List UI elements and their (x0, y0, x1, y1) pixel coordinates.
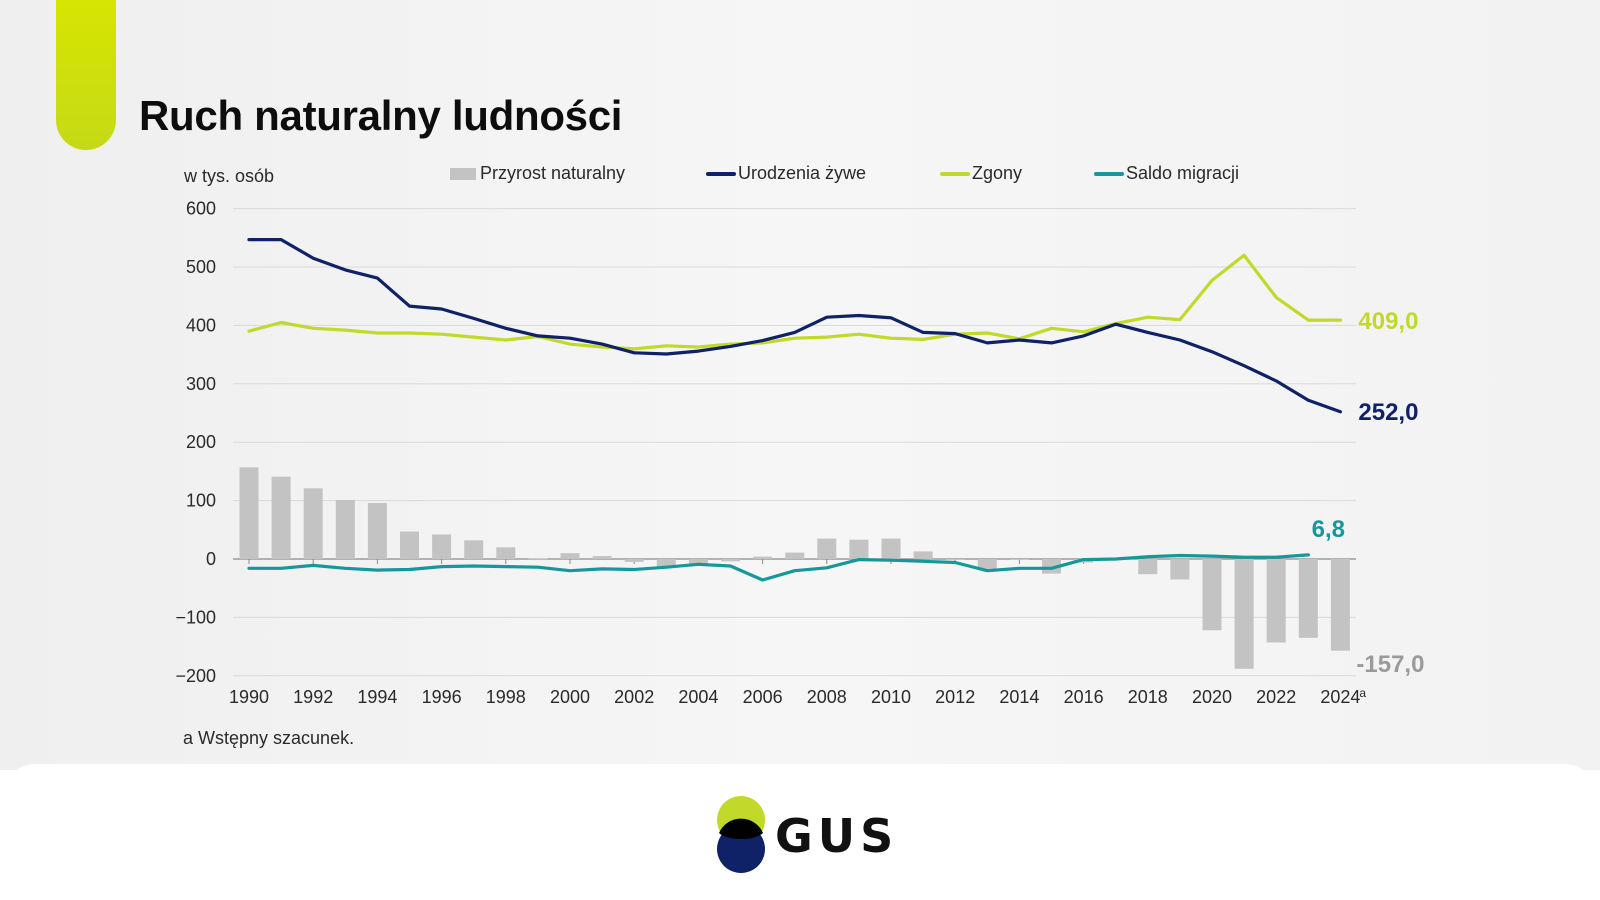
bar (785, 552, 805, 559)
bar (721, 559, 740, 562)
y-tick-label: 200 (186, 432, 216, 452)
x-tick-label: 2006 (743, 687, 783, 707)
y-tick-label: 0 (206, 549, 216, 569)
bar (560, 553, 580, 559)
footnote: a Wstępny szacunek. (183, 728, 355, 748)
bar (1234, 559, 1254, 669)
x-tick-label: 2018 (1128, 687, 1168, 707)
legend-label: Przyrost naturalny (480, 163, 626, 183)
chart: 600 500 400 300 200 100 0 −100 −200 1990 1992 1994 1… (175, 199, 1424, 707)
bar (400, 531, 419, 559)
legend-swatch-line (1094, 171, 1124, 176)
bar (592, 556, 612, 559)
bar (977, 559, 997, 569)
bar (367, 502, 387, 559)
bar (849, 539, 869, 559)
x-tick-label: 1998 (486, 687, 526, 707)
end-label-deaths: 409,0 (1358, 308, 1418, 335)
x-tick-label: 2022 (1256, 687, 1296, 707)
y-tick-label: 100 (186, 491, 216, 511)
x-tick-label: 2024 (1320, 687, 1360, 707)
x-tick-label: 2008 (807, 687, 847, 707)
bar (688, 559, 708, 564)
bar (753, 556, 773, 559)
bar (335, 500, 355, 559)
y-tick-label: 300 (186, 374, 216, 394)
legend-label: Urodzenia żywe (738, 163, 867, 183)
legend-item-births: Urodzenia żywe (706, 163, 866, 184)
bar (881, 538, 901, 559)
x-tick-label: 2016 (1064, 687, 1104, 707)
logo-text: GUS (775, 809, 899, 863)
legend-swatch-bar (450, 167, 476, 180)
gus-logo: GUS (715, 795, 895, 875)
bar (1202, 559, 1222, 631)
legend-item-increase: Przyrost naturalny (450, 163, 625, 184)
bar (271, 476, 291, 559)
end-label-increase: -157,0 (1356, 651, 1424, 678)
bar (656, 559, 676, 568)
x-tick-label: 2002 (614, 687, 654, 707)
bar (945, 559, 965, 560)
legend-label: Zgony (972, 163, 1023, 183)
x-tick-label: 1992 (293, 687, 333, 707)
end-label-migration: 6,8 (1312, 516, 1345, 543)
y-tick-label: 400 (186, 315, 216, 335)
x-tick-label: 2020 (1192, 687, 1232, 707)
legend: Przyrost naturalny Urodzenia żywe Zgony … (0, 163, 1600, 189)
bar (1138, 559, 1158, 575)
x-tick-label: 1994 (357, 687, 397, 707)
legend-swatch-line (940, 171, 970, 176)
bar (528, 558, 548, 560)
y-axis-unit-label: w tys. osób (184, 166, 275, 186)
bar (1298, 559, 1318, 638)
y-tick-label: −100 (175, 607, 216, 627)
bar (496, 547, 516, 559)
bar (1042, 559, 1061, 574)
y-tick-label: −200 (175, 666, 216, 686)
bar (817, 538, 837, 559)
end-label-births: 252,0 (1358, 399, 1418, 426)
page-title: Ruch naturalny ludności (139, 92, 623, 139)
bar (1330, 559, 1350, 651)
bar (303, 488, 323, 559)
y-tick-label: 600 (186, 199, 216, 219)
series-line-births (247, 238, 1343, 414)
x-tick-label: 2010 (871, 687, 911, 707)
y-tick-label: 500 (186, 257, 216, 277)
x-tick-label: 2014 (999, 687, 1039, 707)
series-line-deaths (247, 253, 1343, 351)
bar (432, 534, 452, 559)
x-tick-label: 2012 (935, 687, 975, 707)
legend-item-migration: Saldo migracji (1094, 163, 1239, 184)
bar (1009, 559, 1029, 560)
x-tick-label: 1990 (229, 687, 269, 707)
bar (624, 559, 644, 562)
bar (464, 540, 484, 559)
gus-logo-mark-icon (717, 796, 765, 873)
x-tick-label: 2004 (678, 687, 718, 707)
x-tick-label: 2000 (550, 687, 590, 707)
legend-label: Saldo migracji (1126, 163, 1240, 183)
bar (1170, 559, 1190, 580)
footer (0, 764, 1600, 900)
legend-item-deaths: Zgony (940, 163, 1022, 184)
series-line-migration (247, 553, 1310, 582)
accent-bar (56, 0, 116, 150)
legend-swatch-line (706, 171, 736, 176)
x-tick-label: 1996 (422, 687, 462, 707)
bar (1266, 559, 1286, 643)
bar (239, 467, 259, 559)
x-tick-superscript: a (1359, 686, 1366, 700)
bar (913, 551, 933, 559)
